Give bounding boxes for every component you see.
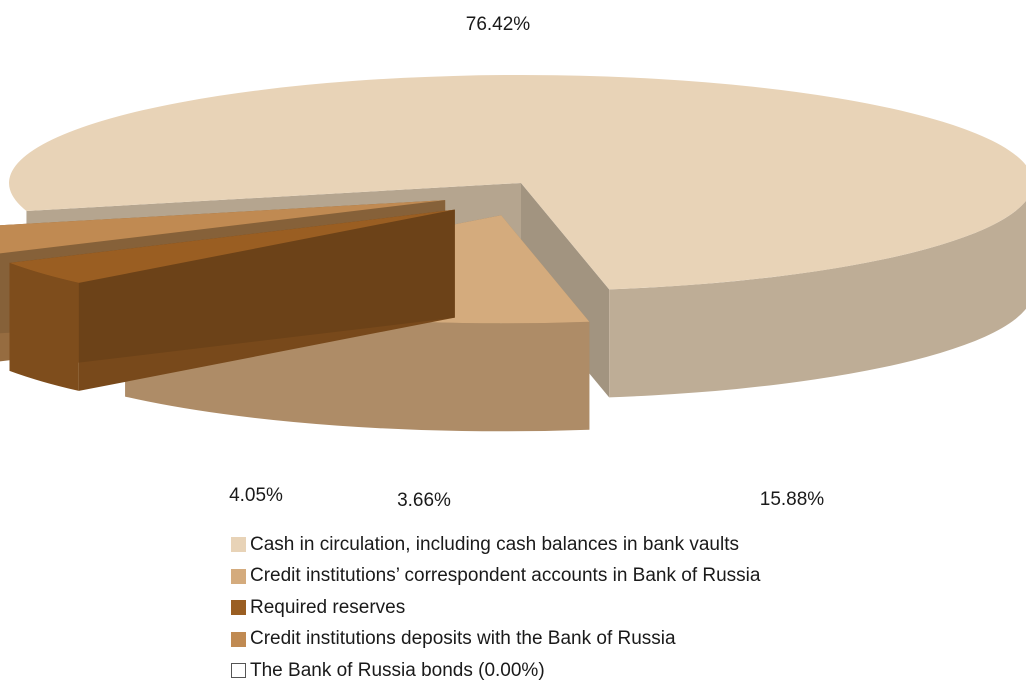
legend-swatch [231,631,246,647]
slice-outer-wall [609,200,1026,398]
legend-item: Cash in circulation, including cash bala… [231,529,760,561]
data-label: 4.05% [229,485,283,506]
legend-label: Credit institutions’ correspondent accou… [250,565,761,587]
legend-label: The Bank of Russia bonds (0.00%) [250,659,545,681]
legend-swatch [231,663,246,679]
legend-swatch [231,568,246,584]
legend-label: Cash in circulation, including cash bala… [250,533,739,555]
data-label: 3.66% [397,490,451,511]
data-label: 76.42% [466,14,531,35]
chart-legend: Cash in circulation, including cash bala… [231,529,760,687]
slice-outer-wall [9,262,79,391]
legend-label: Credit institutions deposits with the Ba… [250,628,676,650]
legend-item: Required reserves [231,592,760,624]
legend-label: Required reserves [250,596,406,618]
legend-item: The Bank of Russia bonds (0.00%) [231,655,760,687]
legend-item: Credit institutions’ correspondent accou… [231,561,760,593]
slice-top [9,209,455,283]
legend-swatch [231,600,246,616]
legend-swatch [231,537,246,553]
pie-slice [9,209,455,391]
pie-chart: 76.42% 15.88% 3.66% 4.05% [0,14,1026,511]
legend-item: Credit institutions deposits with the Ba… [231,624,760,656]
slice-top [0,200,446,254]
slice-top [9,75,1026,290]
data-label: 15.88% [760,489,825,510]
